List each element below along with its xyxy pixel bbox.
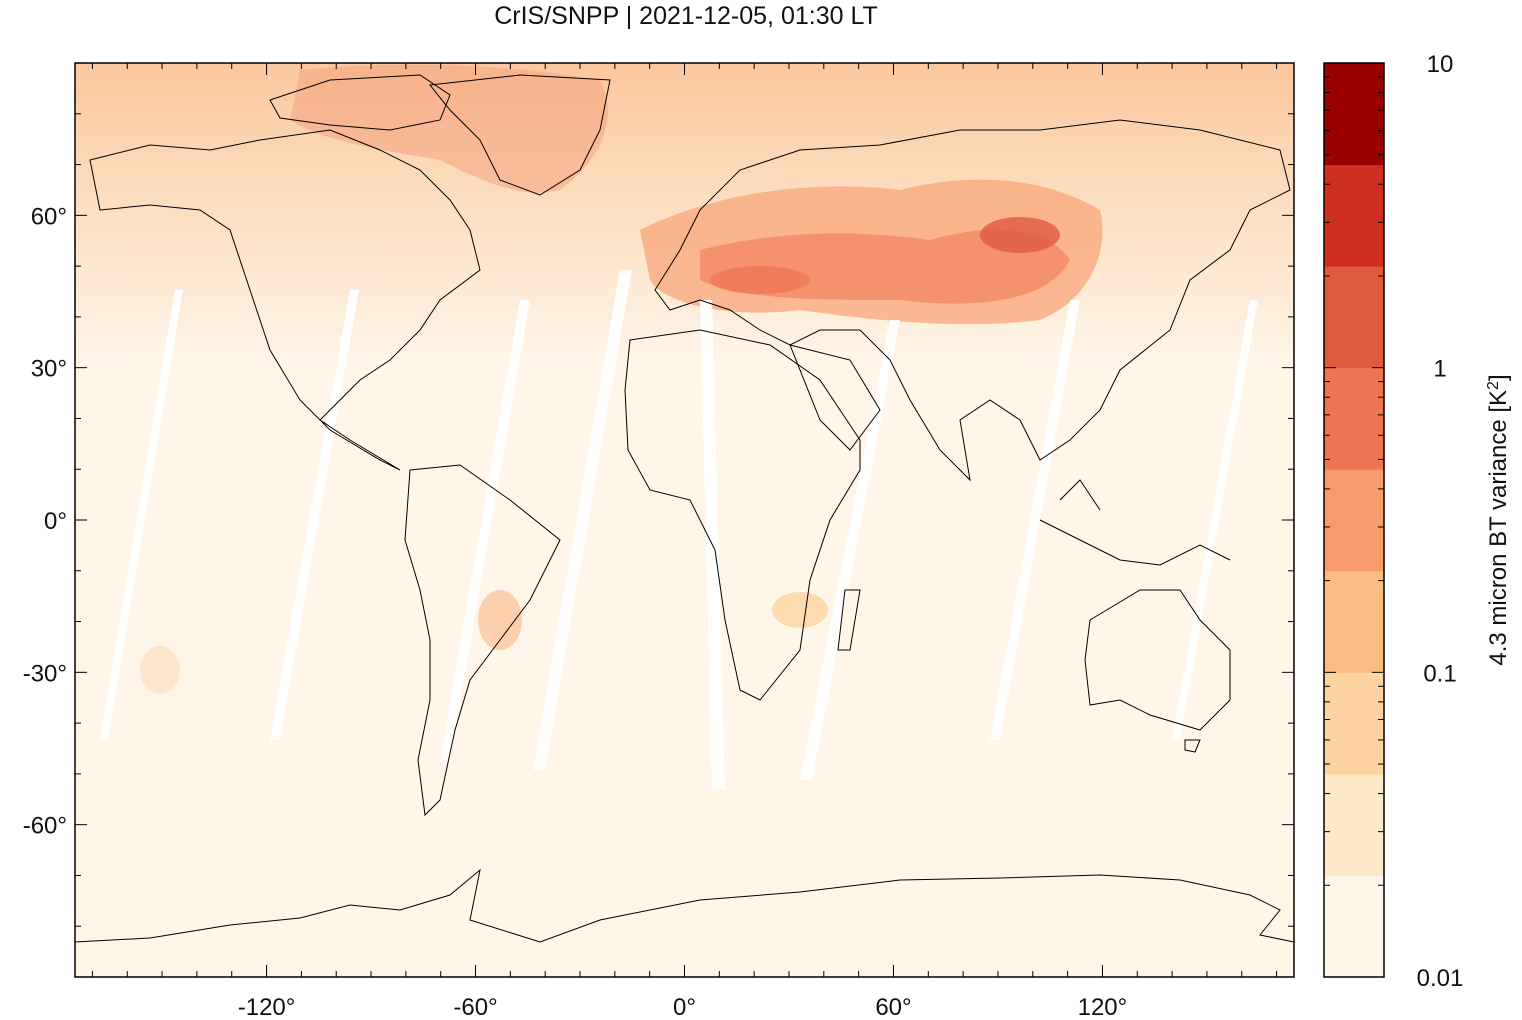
- colorbar-band: [1324, 367, 1384, 470]
- colorbar-band: [1324, 164, 1384, 267]
- colorbar-band: [1324, 570, 1384, 673]
- variance-field: [75, 63, 1294, 977]
- colorbar-band: [1324, 875, 1384, 978]
- colorbar-tick-label: 0.01: [1417, 965, 1464, 992]
- x-axis: -120° -60° 0° 60° 120°: [91, 63, 1278, 1020]
- colorbar-band: [1324, 266, 1384, 369]
- y-tick-label: -60°: [23, 813, 67, 840]
- colorbar-band: [1324, 469, 1384, 572]
- x-tick-label: 60°: [875, 994, 911, 1020]
- colorbar-label: 4.3 micron BT variance [K2]: [1485, 374, 1513, 665]
- y-axis: 60° 30° 0° -30° -60°: [23, 113, 1294, 927]
- colorbar-band: [1324, 672, 1384, 775]
- x-tick-label: -120°: [238, 994, 296, 1020]
- colorbar-tick-label: 10: [1427, 51, 1454, 78]
- colorbar-tick-label: 0.1: [1423, 660, 1456, 687]
- chart-title: CrIS/SNPP | 2021-12-05, 01:30 LT: [494, 2, 878, 30]
- coastlines: [75, 74, 1294, 943]
- x-tick-label: 0°: [673, 994, 696, 1020]
- colorbar-band: [1324, 773, 1384, 876]
- colorbar-frame: [1323, 62, 1385, 978]
- colorbar-tick-label: 1: [1433, 356, 1446, 383]
- y-tick-label: 0°: [44, 508, 67, 535]
- colorbar: [1324, 63, 1384, 978]
- y-tick-label: -30°: [23, 660, 67, 687]
- orbit-gaps: [100, 270, 1258, 790]
- y-tick-label: 60°: [31, 203, 67, 230]
- colorbar-band: [1324, 63, 1384, 166]
- y-tick-label: 30°: [31, 356, 67, 383]
- colorbar-ticks: 10 1 0.1 0.01: [1324, 51, 1463, 992]
- x-tick-label: -60°: [453, 994, 497, 1020]
- x-tick-label: 120°: [1078, 994, 1128, 1020]
